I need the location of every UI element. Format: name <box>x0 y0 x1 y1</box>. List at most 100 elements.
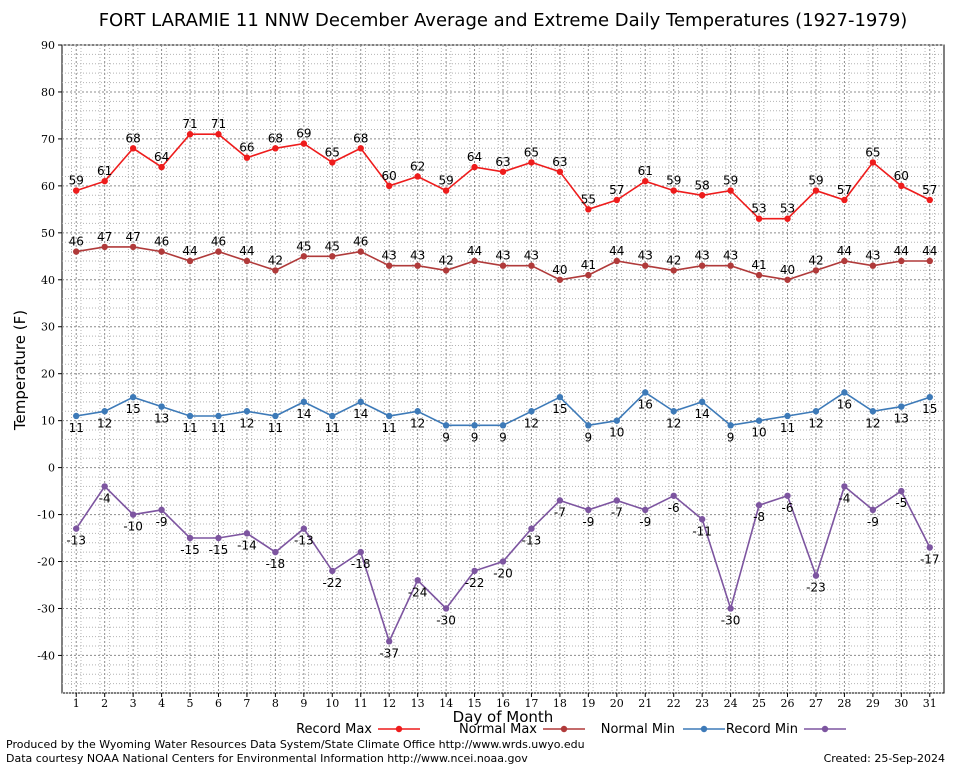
data-label-normal-min: 11 <box>211 421 226 435</box>
data-point-normal-min <box>841 389 848 396</box>
series-layer: 59 61 68 64 71 71 66 68 69 65 68 60 62 59 64 63 65 63 55 57… <box>66 117 939 660</box>
data-label-record-max: 55 <box>581 192 596 206</box>
data-point-record-max <box>926 196 933 204</box>
data-label-record-min: -6 <box>668 501 680 515</box>
data-point-record-min <box>329 567 336 575</box>
data-label-normal-min: 11 <box>182 421 197 435</box>
data-label-record-min: -22 <box>465 576 485 590</box>
data-point-record-min <box>841 483 848 490</box>
data-label-normal-max: 45 <box>296 239 311 253</box>
data-point-record-max <box>585 206 592 213</box>
x-tick-label: 3 <box>130 697 137 710</box>
data-point-normal-max <box>727 262 734 269</box>
data-point-record-min <box>528 525 535 532</box>
x-tick-label: 2 <box>101 697 108 710</box>
data-point-record-max <box>129 145 137 152</box>
x-tick-label: 17 <box>524 697 538 710</box>
data-label-record-max: 57 <box>837 183 852 197</box>
data-label-normal-max: 44 <box>467 244 482 258</box>
data-label-normal-min: 14 <box>353 407 368 421</box>
data-point-normal-max <box>670 267 677 274</box>
data-label-normal-min: 12 <box>808 416 823 430</box>
data-point-normal-min <box>670 408 677 415</box>
data-label-record-max: 64 <box>154 150 169 164</box>
data-label-normal-min: 13 <box>894 412 909 426</box>
y-tick-label: 50 <box>41 227 55 240</box>
data-point-normal-min <box>642 389 649 396</box>
data-label-record-max: 58 <box>695 178 710 192</box>
data-point-normal-min <box>385 412 393 420</box>
data-point-record-max <box>499 168 507 175</box>
y-tick-label: 60 <box>41 180 55 193</box>
data-point-record-min <box>471 567 478 575</box>
data-point-record-min <box>812 572 820 579</box>
data-point-record-min <box>784 492 791 499</box>
data-label-record-min: -7 <box>554 505 566 519</box>
data-point-normal-max <box>186 257 194 265</box>
data-label-normal-max: 46 <box>154 235 169 249</box>
data-label-normal-max: 43 <box>723 249 738 263</box>
x-tick-label: 26 <box>781 697 795 710</box>
y-tick-label: 20 <box>41 368 55 381</box>
x-tick-label: 23 <box>695 697 709 710</box>
data-point-normal-min <box>272 412 279 420</box>
data-point-normal-max <box>898 257 905 265</box>
y-tick-label: -40 <box>37 649 55 662</box>
data-label-normal-min: 9 <box>727 430 735 444</box>
data-point-normal-max <box>499 262 507 269</box>
data-label-normal-max: 44 <box>837 244 852 258</box>
data-label-record-min: -30 <box>721 613 741 627</box>
y-tick-label: -30 <box>37 602 55 615</box>
data-label-normal-max: 44 <box>894 244 909 258</box>
data-point-record-max <box>898 182 905 190</box>
data-point-record-max <box>442 187 450 194</box>
x-tick-label: 4 <box>158 697 165 710</box>
x-tick-label: 14 <box>439 697 453 710</box>
data-label-record-max: 65 <box>524 145 539 159</box>
y-tick-label: 10 <box>41 415 55 428</box>
data-label-normal-min: 10 <box>751 426 766 440</box>
data-point-record-max <box>385 182 393 190</box>
footer-created: Created: 25-Sep-2024 <box>824 752 945 765</box>
data-label-record-max: 53 <box>751 202 766 216</box>
data-point-normal-min <box>528 408 535 415</box>
data-label-record-min: -17 <box>920 552 940 566</box>
data-label-normal-min: 14 <box>296 407 311 421</box>
data-label-record-max: 68 <box>268 131 283 145</box>
x-tick-label: 18 <box>553 697 567 710</box>
x-tick-label: 16 <box>496 697 510 710</box>
data-point-normal-max <box>300 253 308 260</box>
data-label-normal-min: 9 <box>471 430 479 444</box>
data-point-normal-max <box>926 257 933 265</box>
data-label-record-min: -6 <box>782 501 794 515</box>
data-label-record-max: 63 <box>552 155 567 169</box>
data-point-record-max <box>414 173 421 180</box>
data-point-normal-min <box>499 422 507 429</box>
data-label-record-min: -13 <box>66 534 86 548</box>
data-label-record-min: -9 <box>867 515 879 529</box>
data-point-normal-min <box>556 393 564 401</box>
data-label-record-min: -4 <box>838 491 850 505</box>
data-point-normal-max <box>841 257 848 265</box>
data-point-record-min <box>613 497 621 504</box>
data-label-record-min: -10 <box>123 520 143 534</box>
data-point-normal-min <box>442 422 450 429</box>
data-point-normal-max <box>471 257 478 265</box>
data-point-record-min <box>642 506 649 514</box>
data-point-record-min <box>243 530 251 537</box>
data-point-record-max <box>755 215 763 222</box>
data-label-normal-min: 11 <box>268 421 283 435</box>
chart-title: FORT LARAMIE 11 NNW December Average and… <box>99 10 908 31</box>
x-axis: 1 2 3 4 5 6 7 8 9 10 11 12 13 14 15 16 17 18 19 20 21 22 23 24 2… <box>73 693 937 710</box>
data-point-record-min <box>414 577 421 584</box>
data-point-record-max <box>727 187 734 194</box>
data-point-normal-min <box>186 412 194 420</box>
data-point-record-min <box>186 534 194 542</box>
data-label-normal-max: 46 <box>69 235 84 249</box>
data-point-normal-max <box>357 248 364 255</box>
data-point-record-max <box>841 196 848 204</box>
legend-marker-record-min <box>821 725 829 733</box>
data-point-normal-min <box>755 417 763 424</box>
y-tick-label: 70 <box>41 133 55 146</box>
x-tick-label: 8 <box>272 697 279 710</box>
